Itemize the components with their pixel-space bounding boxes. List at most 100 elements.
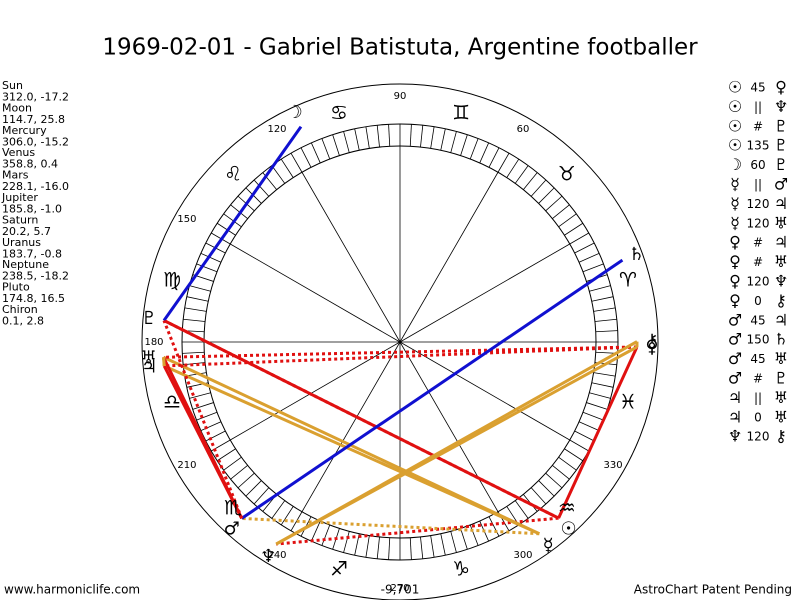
aspect-to: ♃ — [774, 233, 788, 252]
degree-label: 240 — [267, 550, 286, 561]
aspect-to: ♅ — [774, 407, 788, 426]
aspect-from: ☉ — [728, 78, 742, 97]
aspect-kind: 120 — [747, 197, 770, 211]
aspect-line — [161, 357, 166, 367]
zodiac-sign: ♐ — [330, 556, 348, 580]
ring-tick — [523, 172, 538, 190]
ring-tick — [343, 531, 350, 553]
ring-tick — [280, 506, 294, 526]
ring-tick — [186, 296, 209, 302]
ring-tick — [321, 524, 331, 546]
spoke — [301, 341, 401, 512]
ring-tick — [321, 138, 331, 160]
ring-tick — [558, 456, 577, 471]
ring-tick — [280, 158, 294, 178]
outer-circle — [141, 83, 659, 600]
aspect-kind: || — [754, 391, 762, 405]
planet-name: Mars — [2, 169, 29, 182]
ring-tick — [530, 487, 547, 505]
ring-tick — [189, 392, 211, 399]
spoke — [399, 341, 570, 441]
ring-tick — [223, 456, 242, 471]
ring-tick — [530, 179, 547, 197]
footer-center: -9,701 — [381, 583, 420, 597]
ring-tick — [514, 500, 529, 519]
aspect-kind: 45 — [750, 352, 765, 366]
ring-tick — [310, 520, 321, 542]
aspect-line — [241, 516, 540, 536]
aspect-from: ♃ — [728, 388, 742, 407]
ring-tick — [578, 421, 600, 432]
planet-coords: 185.8, -1.0 — [2, 203, 62, 216]
aspect-from: ♃ — [728, 407, 742, 426]
ring-tick — [388, 124, 391, 147]
aspect-to: ♀ — [775, 78, 787, 97]
ring-tick — [420, 536, 424, 559]
planet-glyph: ♂ — [224, 519, 240, 540]
aspect-from: ♀ — [729, 252, 741, 271]
ring-tick — [205, 430, 226, 442]
aspect-kind: 0 — [754, 294, 762, 308]
planet-name: Neptune — [2, 258, 49, 271]
aspect-line — [240, 258, 624, 520]
ring-tick — [593, 307, 616, 312]
ring-tick — [595, 330, 618, 333]
zodiac-sign: ♑ — [452, 556, 470, 580]
ring-tick — [552, 465, 570, 480]
aspect-to: ♄ — [774, 330, 788, 349]
aspect-to: ⚷ — [775, 427, 787, 446]
planet-glyph: ♆ — [260, 546, 276, 567]
planet-name: Venus — [2, 146, 35, 159]
ring-tick — [488, 516, 500, 537]
ring-tick — [574, 430, 595, 442]
spokes — [204, 146, 596, 538]
aspect-from: ☉ — [728, 116, 742, 135]
planet-coords: 20.2, 5.7 — [2, 225, 51, 238]
aspect-from: ♂ — [728, 330, 742, 349]
aspect-to: ♇ — [774, 155, 788, 174]
aspect-from: ☉ — [728, 136, 742, 155]
ring-tick — [430, 126, 435, 149]
aspect-line — [276, 516, 559, 546]
spoke — [399, 172, 499, 343]
aspect-from: ☽ — [728, 155, 742, 174]
degree-label: 330 — [603, 460, 622, 471]
ring-tick — [189, 285, 211, 292]
ring-tick — [469, 138, 479, 160]
aspect-to: ♇ — [774, 136, 788, 155]
planet-name: Pluto — [2, 281, 30, 294]
planet-name: Chiron — [2, 303, 38, 316]
aspect-from: ♀ — [729, 291, 741, 310]
planet-name: Uranus — [2, 236, 41, 249]
ring-tick — [538, 187, 555, 204]
degree-label: 150 — [177, 214, 196, 225]
degree-label: 210 — [177, 460, 196, 471]
aspect-kind: 120 — [747, 216, 770, 230]
planet-coords: 0.1, 2.8 — [2, 315, 44, 328]
aspect-line — [162, 356, 244, 520]
ring-tick — [200, 421, 222, 432]
zodiac-sign: ♎ — [163, 390, 181, 414]
planet-name: Moon — [2, 101, 32, 114]
aspect-to: ♅ — [774, 349, 788, 368]
aspect-to: ♇ — [774, 369, 788, 388]
zodiac-sign: ♍ — [163, 267, 181, 291]
ring-tick — [497, 153, 510, 173]
planet-glyph: ⚷ — [645, 331, 658, 352]
aspect-to: ♃ — [774, 310, 788, 329]
degree-label: 270 — [390, 583, 409, 594]
ring-tick — [591, 296, 614, 302]
ring-tick — [552, 204, 570, 219]
planet-name: Jupiter — [1, 191, 38, 204]
ring-tick — [200, 252, 222, 263]
ring-tick — [593, 372, 616, 377]
aspect-line — [163, 345, 637, 359]
aspect-from: ♀ — [729, 233, 741, 252]
aspect-kind: # — [753, 255, 763, 269]
aspect-from: ♂ — [728, 310, 742, 329]
ring-tick — [354, 128, 360, 151]
aspect-to: ♂ — [774, 175, 788, 194]
ring-tick — [440, 533, 446, 556]
ring-tick — [310, 142, 321, 164]
ring-tick — [506, 158, 520, 178]
